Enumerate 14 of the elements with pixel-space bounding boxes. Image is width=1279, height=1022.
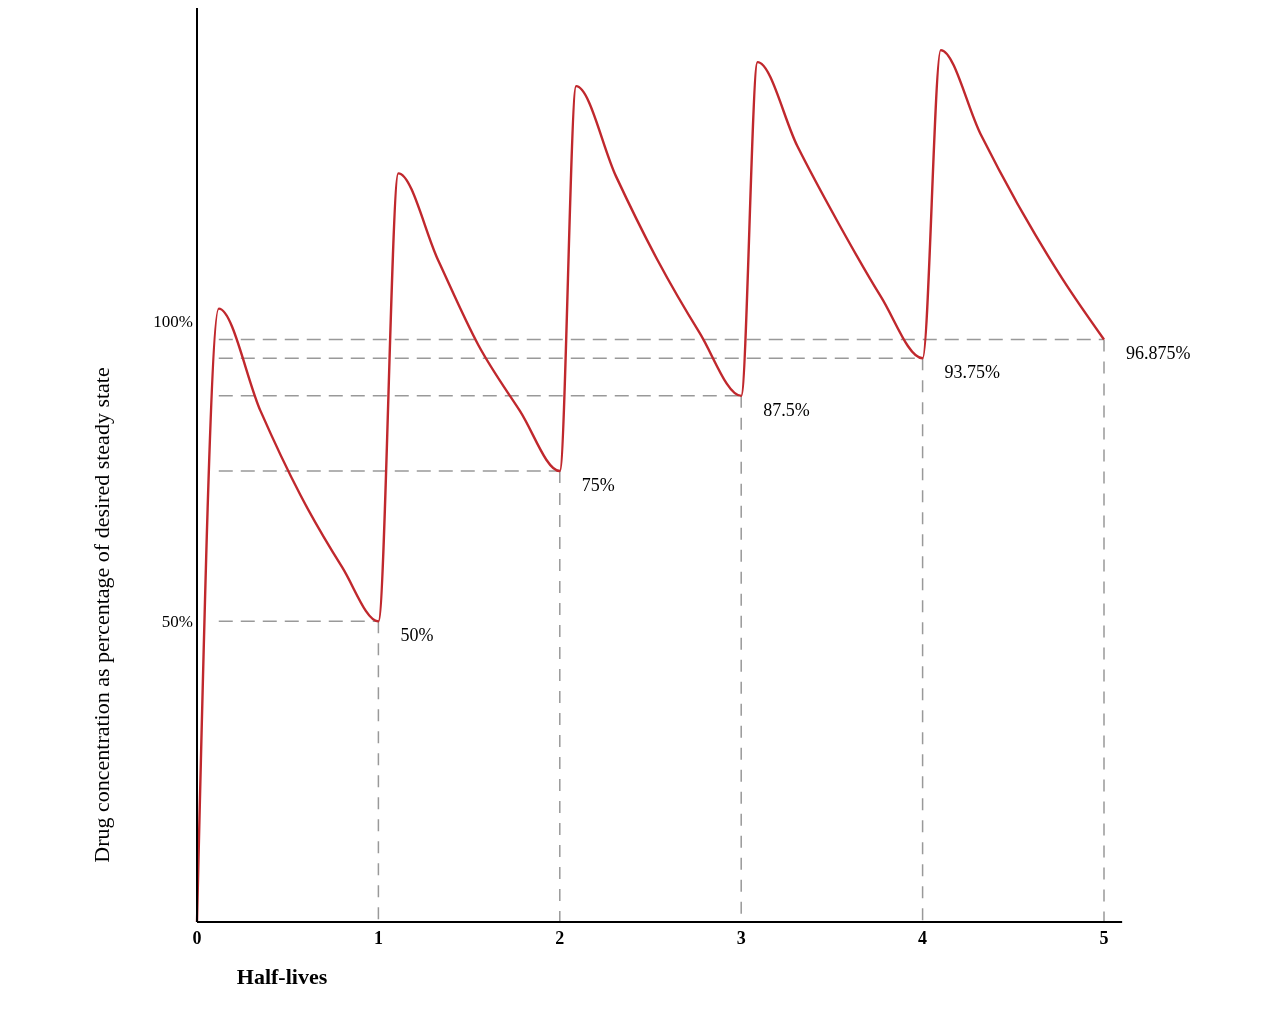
x-tick-label: 2 [555, 928, 565, 948]
x-axis-title: Half-lives [236, 964, 328, 989]
y-axis-title: Drug concentration as percentage of desired steady state [89, 367, 114, 863]
annotation: 75% [581, 475, 615, 496]
x-tick-label: 3 [736, 928, 746, 948]
annotation: 93.75% [944, 362, 1001, 383]
x-tick-label: 1 [373, 928, 383, 948]
annotation: 87.5% [763, 399, 810, 420]
x-tick-label: 0 [192, 928, 202, 948]
y-tick-label: 100% [153, 311, 193, 331]
annotation: 50% [400, 625, 434, 646]
annotation: 96.875% [1126, 343, 1191, 364]
x-tick-label: 5 [1099, 928, 1109, 948]
x-tick-label: 4 [918, 928, 928, 948]
